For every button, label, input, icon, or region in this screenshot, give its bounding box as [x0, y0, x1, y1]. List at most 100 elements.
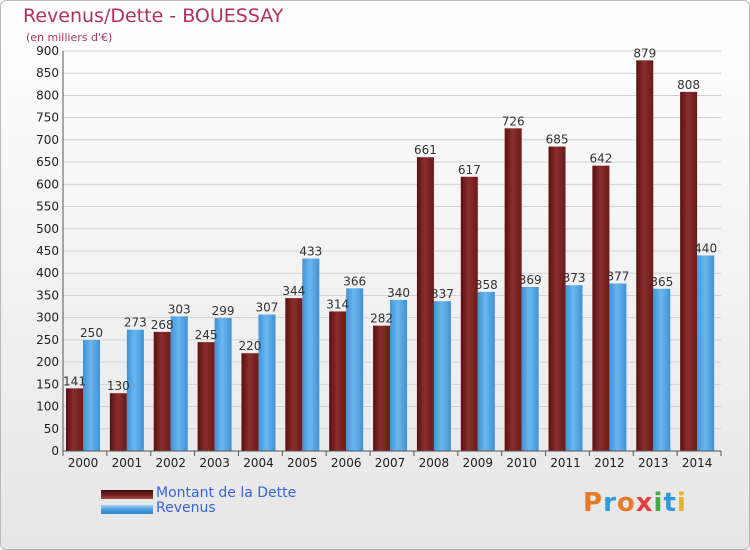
bars-group	[66, 60, 715, 452]
data-label-revenus: 440	[694, 241, 717, 255]
data-label-revenus: 299	[212, 304, 235, 318]
bar-dette	[416, 157, 434, 451]
y-tick-label: 800	[36, 88, 59, 102]
data-label-revenus: 307	[256, 301, 279, 315]
data-label-dette: 879	[633, 46, 656, 60]
bar-dette	[680, 91, 698, 451]
proxiti-logo: Proxiti	[583, 488, 687, 518]
bar-dette	[153, 331, 171, 451]
data-label-dette: 685	[546, 133, 569, 147]
data-label-dette: 617	[458, 163, 481, 177]
x-axis: 2000 2001 2002 2003 2004 2005 2006 2007 2008 2009…	[62, 450, 722, 470]
chart-subtitle: (en milliers d'€)	[26, 31, 113, 44]
data-label-dette: 726	[502, 114, 525, 128]
y-tick-label: 350	[36, 288, 59, 302]
y-tick-label: 150	[36, 377, 59, 391]
x-tick-label: 2011	[550, 456, 581, 470]
data-label-dette: 808	[677, 78, 700, 92]
bar-revenus	[126, 329, 144, 451]
data-label-revenus: 377	[606, 269, 629, 283]
bar-revenus	[477, 291, 495, 451]
bar-dette	[636, 60, 654, 451]
data-label-dette: 245	[195, 328, 218, 342]
y-tick-label: 200	[36, 355, 59, 369]
y-tick-label: 300	[36, 311, 59, 325]
x-tick-label: 2002	[155, 456, 186, 470]
data-label-revenus: 303	[168, 302, 191, 316]
x-tick-label: 2013	[638, 456, 669, 470]
bar-revenus	[697, 255, 715, 451]
y-tick-label: 400	[36, 266, 59, 280]
y-tick-label: 500	[36, 222, 59, 236]
bar-revenus	[521, 287, 539, 451]
bar-revenus	[83, 339, 100, 451]
y-tick-label: 100	[36, 400, 59, 414]
bar-revenus	[346, 288, 364, 451]
data-label-dette: 141	[63, 374, 86, 388]
bar-dette	[197, 342, 215, 451]
bar-revenus	[390, 299, 408, 451]
x-tick-label: 2007	[375, 456, 406, 470]
y-axis: 0 50 100 150 200 250 300 350 400 450 500 550 600 650 7…	[36, 44, 64, 458]
bar-dette	[285, 298, 303, 451]
y-tick-label: 600	[36, 177, 59, 191]
x-tick-label: 2004	[243, 456, 274, 470]
bar-revenus	[170, 316, 188, 451]
data-label-dette: 220	[239, 339, 262, 353]
y-tick-label: 850	[36, 66, 59, 80]
x-tick-label: 2010	[506, 456, 537, 470]
data-label-revenus: 358	[475, 278, 498, 292]
data-label-revenus: 340	[387, 286, 410, 300]
data-label-dette: 130	[107, 379, 130, 393]
y-tick-label: 250	[36, 333, 59, 347]
bar-dette	[592, 165, 610, 451]
bar-revenus	[258, 314, 276, 451]
legend-label-revenus: Revenus	[156, 500, 216, 516]
legend-swatch-revenus	[101, 505, 153, 514]
data-label-revenus: 366	[343, 274, 366, 288]
y-tick-label: 450	[36, 244, 59, 258]
bar-dette	[504, 128, 522, 451]
x-tick-label: 2012	[594, 456, 625, 470]
logo-letter: t	[663, 488, 677, 518]
x-tick-label: 2009	[463, 456, 494, 470]
y-tick-label: 900	[36, 44, 59, 58]
bar-dette	[373, 325, 391, 451]
y-tick-label: 0	[51, 444, 59, 458]
bar-dette	[329, 311, 347, 451]
data-label-dette: 314	[326, 297, 349, 311]
x-tick-label: 2006	[331, 456, 362, 470]
data-label-revenus: 250	[80, 326, 103, 340]
bar-revenus	[214, 318, 232, 451]
data-label-revenus: 273	[124, 316, 147, 330]
data-label-revenus: 433	[299, 245, 322, 259]
data-label-revenus: 369	[519, 273, 542, 287]
legend-swatch-debt	[101, 490, 153, 499]
logo-letter: o	[616, 488, 636, 518]
chart-title: Revenus/Dette - BOUESSAY	[23, 5, 284, 27]
logo-letter: r	[603, 488, 617, 518]
logo-letter: i	[676, 488, 687, 518]
y-tick-label: 550	[36, 200, 59, 214]
data-label-dette: 642	[589, 152, 612, 166]
x-tick-label: 2001	[112, 456, 143, 470]
data-label-dette: 344	[282, 284, 305, 298]
logo-letter: i	[653, 488, 664, 518]
data-label-dette: 268	[151, 318, 174, 332]
x-tick-label: 2003	[199, 456, 230, 470]
y-tick-label: 750	[36, 111, 59, 125]
data-label-revenus: 373	[563, 271, 586, 285]
bar-dette	[460, 176, 478, 451]
bar-dette	[548, 146, 566, 452]
bar-revenus	[609, 283, 627, 451]
data-label-dette: 282	[370, 312, 393, 326]
bar-revenus	[565, 285, 583, 451]
x-tick-label: 2005	[287, 456, 318, 470]
bar-dette	[109, 393, 127, 451]
x-tick-label: 2000	[68, 456, 99, 470]
bar-revenus	[653, 288, 671, 451]
logo-letter: x	[635, 488, 654, 518]
